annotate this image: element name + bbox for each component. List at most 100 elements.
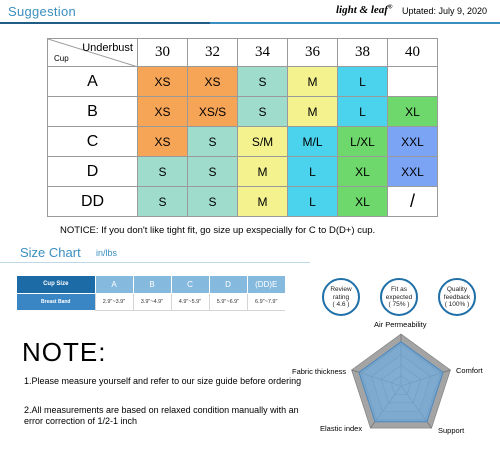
- cup-size-value: B: [132, 276, 171, 294]
- table-row: Breast Band 2.9"~3.9" 3.9"~4.9" 4.9"~5.9…: [17, 293, 285, 311]
- size-cell: [387, 66, 438, 97]
- table-row: A XS XS S M L: [47, 66, 438, 97]
- table-header-row: Cup Underbust 30 32 34 36 38 40: [47, 38, 438, 67]
- cup-label: B: [47, 96, 138, 127]
- cup-size-value: C: [170, 276, 209, 294]
- size-cell: S: [237, 96, 288, 127]
- table-row: D S S M L XL XXL: [47, 156, 438, 187]
- size-cell: /: [387, 186, 438, 217]
- size-cell: XXL: [387, 156, 438, 187]
- size-cell: S/M: [237, 126, 288, 157]
- badge-value: ( 100% ): [444, 301, 470, 308]
- size-cell: M/L: [287, 126, 338, 157]
- size-cell: S: [137, 156, 188, 187]
- cup-size-value: D: [208, 276, 247, 294]
- size-cell: S: [187, 156, 238, 187]
- size-cell: S: [237, 66, 288, 97]
- size-cell: XL: [337, 186, 388, 217]
- note-item: 1.Please measure yourself and refer to o…: [24, 376, 302, 386]
- corner-cup-label: Cup: [54, 54, 69, 63]
- table-row: Cup Size A B C D (DD)E: [17, 276, 285, 294]
- brand-logo: light & leaf®: [336, 4, 393, 16]
- badge-line: Review: [330, 286, 352, 293]
- cup-size-header: Cup Size: [17, 276, 95, 294]
- underbust-header: 30: [137, 38, 188, 67]
- fit-notice: NOTICE: If you don't like tight fit, go …: [60, 225, 376, 236]
- radar-label-fabric-thickness: Fabric thickness: [292, 367, 347, 376]
- underbust-header: 32: [187, 38, 238, 67]
- size-cell: M: [237, 156, 288, 187]
- breast-band-value: 3.9"~4.9": [132, 293, 171, 311]
- corner-diagonal: [48, 39, 138, 67]
- size-cell: XL: [337, 156, 388, 187]
- size-cell: L/XL: [337, 126, 388, 157]
- breast-band-value: 4.9"~5.9": [170, 293, 209, 311]
- radar-area: [358, 341, 444, 423]
- quality-badge: Quality feedback ( 100% ): [438, 278, 476, 316]
- underbust-header: 36: [287, 38, 338, 67]
- badge-line: feedback: [443, 293, 471, 301]
- size-cell: L: [287, 186, 338, 217]
- size-cell: XS: [137, 96, 188, 127]
- radar-label-elastic-index: Elastic index: [320, 424, 363, 433]
- size-recommendation-table: Cup Underbust 30 32 34 36 38 40 A XS XS …: [47, 38, 438, 217]
- updated-date: Uptated: July 9, 2020: [402, 6, 488, 16]
- size-cell: S: [137, 186, 188, 217]
- breast-band-value: 2.9"~3.9": [94, 293, 133, 311]
- table-row: DD S S M L XL /: [47, 186, 438, 217]
- underbust-header: 40: [387, 38, 438, 67]
- size-cell: XS: [187, 66, 238, 97]
- cup-label: DD: [47, 186, 138, 217]
- fabric-radar-chart: Air Permeability Comfort Support Elastic…: [290, 318, 500, 459]
- table-row: B XS XS/S S M L XL: [47, 96, 438, 127]
- badge-line: rating: [332, 293, 350, 301]
- fit-badge: Fit as expected ( 75% ): [380, 278, 418, 316]
- badge-line: Fit as: [391, 286, 407, 293]
- registered-mark: ®: [387, 4, 393, 11]
- corner-underbust-label: Underbust: [82, 42, 133, 54]
- underbust-header: 38: [337, 38, 388, 67]
- breast-band-value: 5.9"~6.9": [208, 293, 247, 311]
- note-title: NOTE:: [22, 337, 107, 367]
- size-cell: XXL: [387, 126, 438, 157]
- note-item: 2.All measurements are based on relaxed …: [24, 405, 299, 426]
- table-corner-cell: Cup Underbust: [47, 38, 138, 67]
- radar-label-support: Support: [438, 426, 465, 435]
- cup-size-value: A: [94, 276, 133, 294]
- size-cell: XL: [387, 96, 438, 127]
- badge-value: ( 4.6 ): [332, 301, 350, 308]
- size-cell: M: [287, 66, 338, 97]
- size-chart-divider: [0, 262, 310, 263]
- breast-band-value: 6.9"~7.9": [246, 293, 285, 311]
- size-cell: XS: [137, 66, 188, 97]
- review-rating-badge: Review rating ( 4.6 ): [322, 278, 360, 316]
- cup-label: D: [47, 156, 138, 187]
- size-cell: M: [287, 96, 338, 127]
- radar-label-air-permeability: Air Permeability: [374, 320, 427, 329]
- cup-label: C: [47, 126, 138, 157]
- section-title-size-chart: Size Chart: [20, 245, 81, 260]
- size-cell: S: [187, 126, 238, 157]
- section-title-suggestion: Suggestion: [8, 4, 77, 19]
- size-cell: L: [287, 156, 338, 187]
- radar-label-comfort: Comfort: [456, 366, 483, 375]
- badge-value: ( 75% ): [388, 301, 410, 308]
- cup-size-value: (DD)E: [246, 276, 285, 294]
- size-cell: L: [337, 66, 388, 97]
- size-chart-table: Cup Size A B C D (DD)E Breast Band 2.9"~…: [17, 276, 285, 311]
- badge-line: expected: [385, 293, 413, 301]
- badge-line: Quality: [446, 286, 468, 293]
- size-cell: S: [187, 186, 238, 217]
- header-divider: [0, 22, 500, 24]
- cup-label: A: [47, 66, 138, 97]
- header-divider-accent: [0, 22, 210, 24]
- breast-band-header: Breast Band: [17, 293, 95, 310]
- size-cell: XS/S: [187, 96, 238, 127]
- size-cell: XS: [137, 126, 188, 157]
- table-row: C XS S S/M M/L L/XL XXL: [47, 126, 438, 157]
- size-cell: L: [337, 96, 388, 127]
- radar-svg: [351, 333, 451, 429]
- size-cell: M: [237, 186, 288, 217]
- unit-label: in/lbs: [96, 248, 118, 258]
- underbust-header: 34: [237, 38, 288, 67]
